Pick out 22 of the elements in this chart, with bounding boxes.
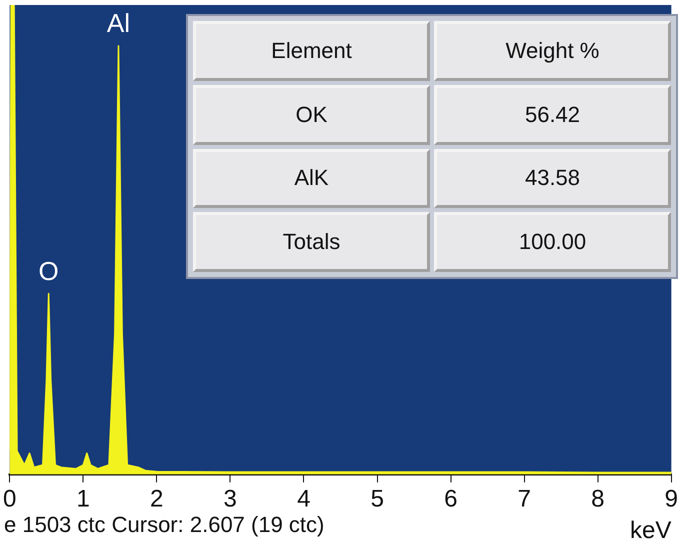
x-axis-title: keV (630, 517, 672, 544)
annotation: OK (193, 84, 430, 144)
annotation: Al (106, 8, 130, 38)
x-tick-label: 7 (518, 485, 531, 512)
x-tick-label: 6 (444, 485, 458, 512)
x-tick-label: 5 (370, 485, 384, 512)
x-tick-label: 3 (224, 485, 237, 512)
annotation: 56.42 (434, 84, 671, 144)
annotation: Element (193, 21, 430, 81)
x-tick-label: 9 (664, 485, 678, 512)
annotation: AlK (193, 148, 430, 208)
x-tick-label: 2 (150, 485, 164, 512)
x-tick-label: 1 (76, 485, 90, 512)
annotation: 43.58 (434, 148, 671, 208)
x-tick-label: 8 (591, 485, 604, 512)
annotation: 100.00 (434, 212, 671, 272)
annotation: O (38, 256, 59, 286)
annotation: Weight % (434, 21, 671, 81)
x-tick-label: 0 (2, 485, 16, 512)
text: e 1503 ctc Cursor: 2.607 (19 ctc) (4, 512, 324, 538)
annotation: Totals (193, 212, 430, 272)
x-tick-label: 4 (297, 485, 310, 512)
